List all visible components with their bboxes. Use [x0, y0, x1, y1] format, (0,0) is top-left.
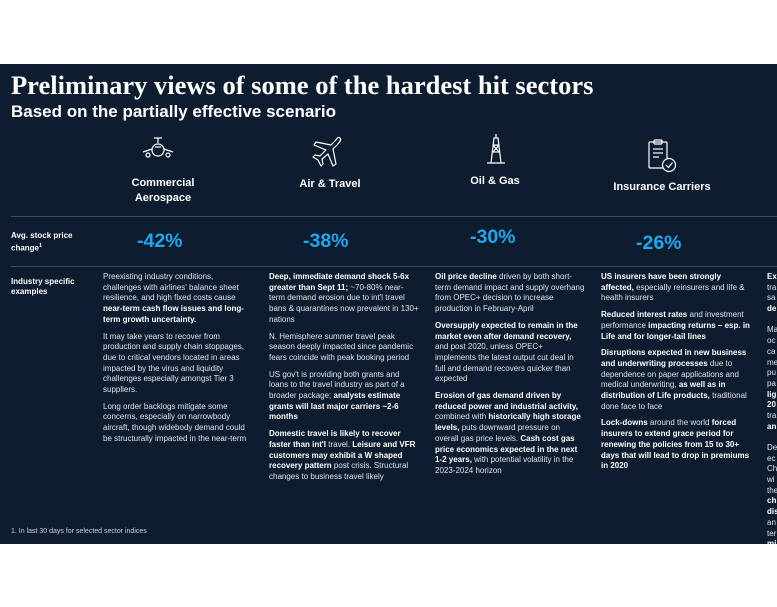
example-paragraph: Oil price decline driven by both short-t… [435, 272, 585, 314]
sector-name-oil-gas: Oil & Gas [470, 175, 520, 187]
clipped-text-fragment: dis [767, 507, 777, 517]
clipped-text-fragment: oc [767, 336, 776, 346]
clipped-text-fragment: tra [767, 410, 777, 420]
example-paragraph: Lock-downs around the world forced insur… [601, 418, 750, 471]
example-paragraph: It may take years to recover from produc… [103, 331, 244, 395]
examples-air-travel: Deep, immediate demand shock 5-6x greate… [269, 272, 419, 489]
clipped-text-fragment [767, 432, 777, 443]
example-paragraph: Oversupply expected to remain in the mar… [435, 320, 578, 384]
clipped-text-fragment: 20 [767, 400, 776, 410]
row-label-stock-change: Avg. stock price change1 [11, 231, 73, 253]
example-paragraph: Long order backlogs mitigate some concer… [103, 401, 247, 443]
clipped-text-fragment: an [767, 517, 776, 527]
oil-rig-icon [479, 132, 513, 172]
stock-change-insurance-carriers: -26% [636, 232, 682, 254]
footnote: 1. In last 30 days for selected sector i… [11, 528, 147, 535]
clipped-text-fragment: ch [767, 496, 777, 506]
clipped-text-fragment: mi [767, 539, 777, 544]
page-subtitle: Based on the partially effective scenari… [11, 102, 337, 121]
examples-oil-gas: Oil price decline driven by both short-t… [435, 272, 585, 483]
divider-top [11, 216, 777, 217]
example-paragraph: US insurers have been strongly affected,… [601, 272, 745, 303]
example-paragraph: US gov't is providing both grants and lo… [269, 369, 405, 422]
clipped-text-fragment: Ma [767, 325, 777, 335]
insurance-document-icon [645, 138, 679, 178]
clipped-text-fragment: Ch [767, 464, 777, 474]
example-paragraph: Disruptions expected in new business and… [601, 348, 747, 411]
clipped-text-fragment: de [767, 304, 777, 314]
clipped-text-fragment: ec [767, 453, 776, 463]
examples-commercial-aerospace: Preexisting industry conditions, challen… [103, 272, 249, 451]
footnote-marker: 1 [39, 243, 43, 249]
clipped-text-fragment: lig [767, 389, 777, 399]
slide: Preliminary views of some of the hardest… [0, 64, 777, 544]
example-paragraph: Deep, immediate demand shock 5-6x greate… [269, 272, 419, 324]
clipped-text-fragment: me [767, 357, 777, 367]
clipped-text-fragment: ca [767, 346, 776, 356]
sector-name-air-travel: Air & Travel [299, 178, 361, 190]
clipped-text-fragment: an [767, 421, 777, 431]
stock-change-commercial-aerospace: -42% [137, 230, 183, 252]
clipped-text-fragment: sa [767, 293, 776, 303]
clipped-text-fragment: wi [767, 475, 775, 485]
examples-clipped-column: Ex tra sa de Ma oc ca me pu pa lig 20 tra an De ec Ch wi t… [767, 272, 777, 544]
clipped-text-fragment: pu [767, 368, 776, 378]
example-paragraph: Reduced interest rates and investment pe… [601, 310, 750, 341]
clipped-text-fragment [767, 315, 777, 326]
clipped-text-fragment: ter [767, 528, 777, 538]
clipped-text-fragment: tra [767, 282, 777, 292]
page-title: Preliminary views of some of the hardest… [11, 70, 594, 100]
example-paragraph: Domestic travel is likely to recover fas… [269, 429, 416, 481]
stock-change-oil-gas: -30% [470, 226, 516, 248]
airplane-icon [311, 134, 345, 174]
clipped-text-fragment: the [767, 485, 777, 495]
sector-name-insurance-carriers: Insurance Carriers [613, 181, 711, 193]
divider-bottom [11, 266, 777, 267]
row-label-industry-examples: Industry specific examples [11, 277, 75, 296]
sector-name-commercial-aerospace: Commercial Aerospace [131, 177, 195, 204]
clipped-text-fragment: De [767, 443, 777, 452]
clipped-text-fragment: Ex [767, 272, 777, 281]
clipped-text-fragment: pa [767, 378, 776, 388]
example-paragraph: N. Hemisphere summer travel peak season … [269, 331, 414, 362]
example-paragraph: Erosion of gas demand driven by reduced … [435, 391, 581, 475]
example-paragraph: Preexisting industry conditions, challen… [103, 272, 244, 324]
stock-change-air-travel: -38% [303, 230, 349, 252]
aircraft-front-icon [141, 134, 175, 174]
examples-insurance-carriers: US insurers have been strongly affected,… [601, 272, 751, 478]
